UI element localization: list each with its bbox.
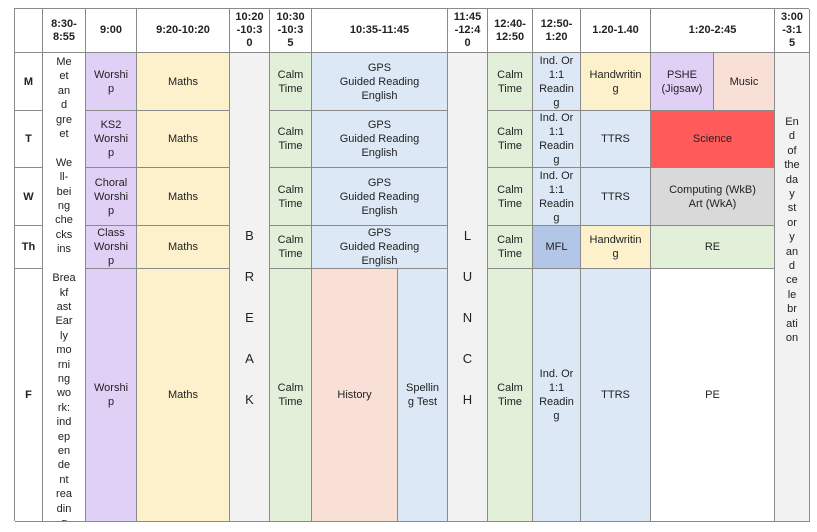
day-label-tuesday: T xyxy=(15,111,43,168)
calm-time-2-monday: Calm Time xyxy=(488,53,533,111)
handwriting-monday: Handwritin g xyxy=(581,53,651,111)
calm-time-2-thursday: Calm Time xyxy=(488,226,533,269)
gps-english-wednesday: GPS Guided Reading English xyxy=(312,168,448,226)
timetable: 8:30- 8:55 9:00 9:20-10:20 10:20 -10:3 0… xyxy=(14,8,810,522)
header-end-time: 3:00 -3:1 5 xyxy=(775,9,810,53)
reading-tuesday: Ind. Or 1:1 Readin g xyxy=(533,111,581,168)
maths-friday: Maths xyxy=(137,269,230,522)
calm-time-friday: Calm Time xyxy=(270,269,312,522)
reading-monday: Ind. Or 1:1 Readin g xyxy=(533,53,581,111)
computing-art-wednesday: Computing (WkB) Art (WkA) xyxy=(651,168,775,226)
header-reading-time: 12:50- 1:20 xyxy=(533,9,581,53)
header-maths-time: 9:20-10:20 xyxy=(137,9,230,53)
header-calm-time-1: 10:30 -10:3 5 xyxy=(270,9,312,53)
reading-friday: Ind. Or 1:1 Readin g xyxy=(533,269,581,522)
header-morning-lesson: 10:35-11:45 xyxy=(312,9,448,53)
header-worship-time: 9:00 xyxy=(86,9,137,53)
worship-friday: Worshi p xyxy=(86,269,137,522)
pshe-monday: PSHE (Jigsaw) xyxy=(651,53,714,111)
worship-thursday: Class Worshi p xyxy=(86,226,137,269)
gps-english-monday: GPS Guided Reading English xyxy=(312,53,448,111)
maths-tuesday: Maths xyxy=(137,111,230,168)
end-of-day-story: En d of the da y st or y an d ce le br a… xyxy=(775,53,810,522)
day-label-thursday: Th xyxy=(15,226,43,269)
science-tuesday: Science xyxy=(651,111,775,168)
mfl-thursday: MFL xyxy=(533,226,581,269)
calm-time-thursday: Calm Time xyxy=(270,226,312,269)
lunch-block: L U N C H xyxy=(448,53,488,522)
gps-english-tuesday: GPS Guided Reading English xyxy=(312,111,448,168)
reading-wednesday: Ind. Or 1:1 Readin g xyxy=(533,168,581,226)
calm-time-tuesday: Calm Time xyxy=(270,111,312,168)
day-label-friday: F xyxy=(15,269,43,522)
arrival-activities: Me et an d gre et We ll- bei ng che cks … xyxy=(43,53,86,522)
ttrs-tuesday: TTRS xyxy=(581,111,651,168)
header-afternoon-lesson: 1:20-2:45 xyxy=(651,9,775,53)
break-block: B R E A K xyxy=(230,53,270,522)
handwriting-thursday: Handwritin g xyxy=(581,226,651,269)
worship-tuesday: KS2 Worshi p xyxy=(86,111,137,168)
day-label-monday: M xyxy=(15,53,43,111)
corner-cell xyxy=(15,9,43,53)
header-break-time: 10:20 -10:3 0 xyxy=(230,9,270,53)
gps-english-thursday: GPS Guided Reading English xyxy=(312,226,448,269)
worship-monday: Worshi p xyxy=(86,53,137,111)
history-friday: History xyxy=(312,269,398,522)
calm-time-2-friday: Calm Time xyxy=(488,269,533,522)
header-lunch-time: 11:45 -12:4 0 xyxy=(448,9,488,53)
spelling-test-friday: Spellin g Test xyxy=(398,269,448,522)
maths-wednesday: Maths xyxy=(137,168,230,226)
calm-time-wednesday: Calm Time xyxy=(270,168,312,226)
ttrs-wednesday: TTRS xyxy=(581,168,651,226)
maths-thursday: Maths xyxy=(137,226,230,269)
header-short-lesson: 1.20-1.40 xyxy=(581,9,651,53)
re-thursday: RE xyxy=(651,226,775,269)
pe-friday: PE xyxy=(651,269,775,522)
header-calm-time-2: 12:40- 12:50 xyxy=(488,9,533,53)
calm-time-2-wednesday: Calm Time xyxy=(488,168,533,226)
calm-time-2-tuesday: Calm Time xyxy=(488,111,533,168)
maths-monday: Maths xyxy=(137,53,230,111)
calm-time-monday: Calm Time xyxy=(270,53,312,111)
ttrs-friday: TTRS xyxy=(581,269,651,522)
header-arrival: 8:30- 8:55 xyxy=(43,9,86,53)
day-label-wednesday: W xyxy=(15,168,43,226)
music-monday: Music xyxy=(714,53,775,111)
worship-wednesday: Choral Worshi p xyxy=(86,168,137,226)
